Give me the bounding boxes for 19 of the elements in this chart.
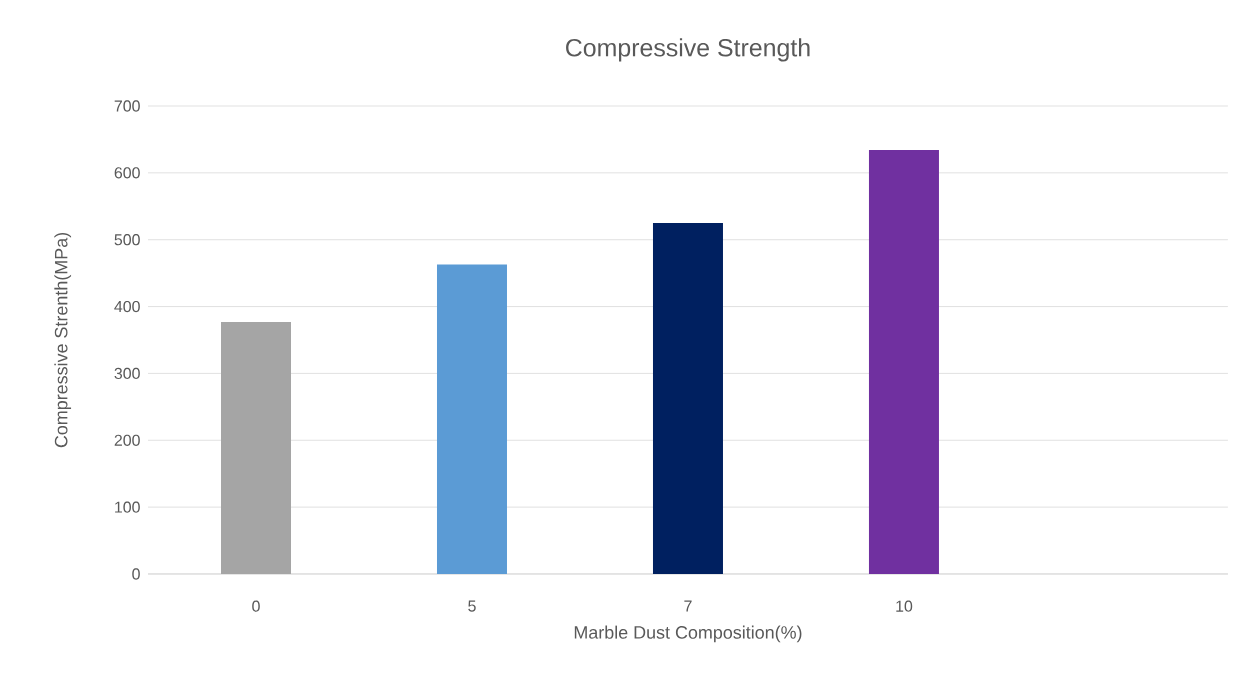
y-axis-title: Compressive Strenth(MPa) bbox=[54, 233, 72, 448]
chart-title: Compressive Strength bbox=[566, 38, 810, 62]
x-axis-title: Marble Dust Composition(%) bbox=[574, 625, 802, 643]
bar bbox=[221, 321, 291, 574]
x-tick-label: 10 bbox=[896, 600, 913, 612]
x-tick-label: 0 bbox=[252, 600, 260, 612]
y-tick-label: 300 bbox=[114, 367, 140, 380]
bar bbox=[868, 150, 939, 574]
x-tick-label: 7 bbox=[684, 600, 692, 612]
y-tick-label: 700 bbox=[114, 100, 140, 112]
y-tick-label: 400 bbox=[114, 300, 140, 313]
y-tick-label: 500 bbox=[114, 234, 140, 246]
x-tick-label: 5 bbox=[468, 600, 476, 612]
bar bbox=[436, 264, 507, 574]
y-tick-label: 200 bbox=[114, 434, 140, 446]
y-tick-label: 0 bbox=[132, 568, 140, 580]
y-tick-label: 600 bbox=[114, 167, 140, 179]
bar bbox=[652, 222, 723, 574]
y-tick-label: 100 bbox=[115, 501, 140, 513]
